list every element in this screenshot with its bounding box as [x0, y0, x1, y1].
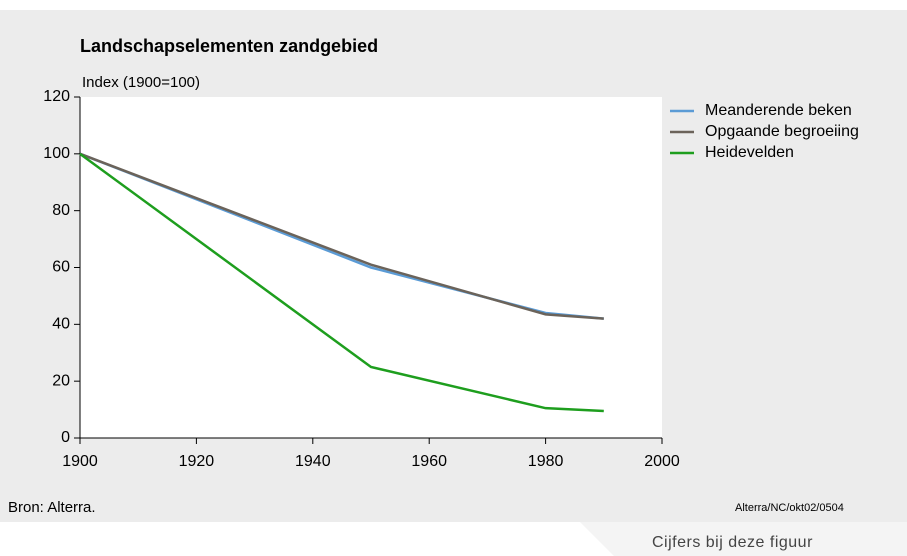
y-tick-label: 40 [52, 316, 70, 333]
x-tick-label: 1980 [528, 453, 564, 470]
y-tick-label: 100 [43, 145, 70, 162]
x-tick-label: 1940 [295, 453, 331, 470]
legend-label: Heidevelden [705, 144, 794, 161]
x-tick-label: 1900 [62, 453, 98, 470]
x-tick-label: 1920 [179, 453, 215, 470]
credit: Alterra/NC/okt02/0504 [735, 502, 844, 514]
series-line [79, 152, 604, 320]
chart-title: Landschapselementen zandgebied [80, 36, 378, 56]
y-tick-label: 80 [52, 202, 70, 219]
x-tick-label: 2000 [644, 453, 680, 470]
series-line [79, 152, 604, 413]
y-tick-label: 60 [52, 259, 70, 276]
y-tick-label: 20 [52, 372, 70, 389]
legend-label: Opgaande begroeiing [705, 123, 859, 140]
link-tab [580, 522, 907, 556]
data-link[interactable]: Cijfers bij deze figuur [652, 534, 813, 551]
y-axis-label: Index (1900=100) [82, 74, 200, 91]
legend-label: Meanderende beken [705, 102, 852, 119]
y-tick-label: 120 [43, 88, 70, 105]
source: Bron: Alterra. [8, 499, 96, 516]
x-tick-label: 1960 [411, 453, 447, 470]
y-tick-label: 0 [61, 429, 70, 446]
